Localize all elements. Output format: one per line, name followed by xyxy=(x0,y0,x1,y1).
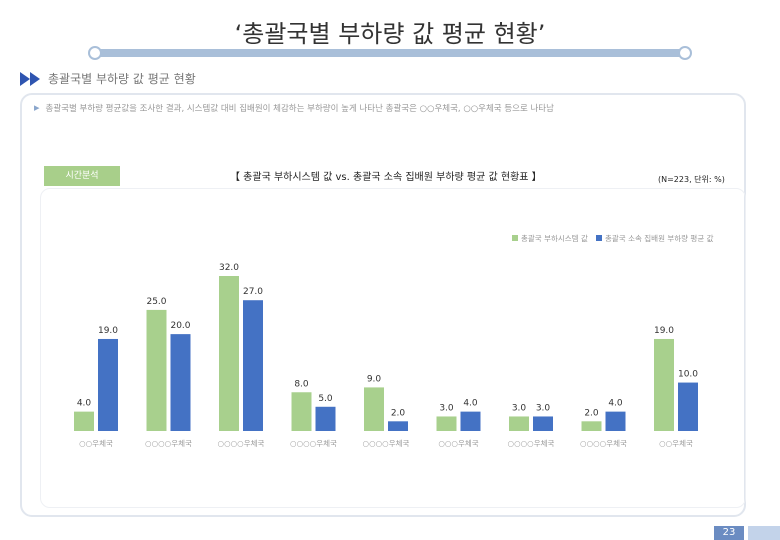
category-label: ○○우체국 xyxy=(79,438,113,448)
bar-carrier xyxy=(243,300,263,431)
bar-system xyxy=(219,276,239,431)
data-label: 2.0 xyxy=(584,408,599,418)
title-underline xyxy=(88,46,692,60)
bar-carrier xyxy=(460,411,481,431)
bar-system xyxy=(436,416,457,431)
data-label: 25.0 xyxy=(146,297,166,307)
data-label: 4.0 xyxy=(463,399,478,409)
data-label: 8.0 xyxy=(294,379,309,389)
analysis-badge: 시간분석 xyxy=(44,166,120,186)
summary-note: ▸ 총괄국별 부하량 평균값을 조사한 결과, 시스템값 대비 집배원이 체감하는… xyxy=(34,101,734,116)
bar-carrier xyxy=(605,411,626,431)
bar-carrier xyxy=(315,406,336,431)
slide-title: ‘총괄국별 부하량 값 평균 현황’ xyxy=(234,20,546,48)
category-label: ○○○○우체국 xyxy=(145,438,192,448)
bar-carrier xyxy=(533,416,553,431)
note-marker-icon: ▸ xyxy=(34,101,40,114)
data-label: 4.0 xyxy=(608,399,623,409)
data-label: 27.0 xyxy=(243,287,263,297)
legend-swatch xyxy=(596,235,602,241)
data-label: 9.0 xyxy=(367,374,382,384)
section-heading: 총괄국별 부하량 값 평균 현황 xyxy=(20,70,196,87)
section-label: 총괄국별 부하량 값 평균 현황 xyxy=(48,72,196,86)
data-label: 20.0 xyxy=(170,321,190,331)
bar-system xyxy=(364,387,384,431)
category-label: ○○○○우체국 xyxy=(580,438,627,448)
double-chevron-icon xyxy=(20,71,42,86)
bar-system xyxy=(509,416,529,431)
data-label: 2.0 xyxy=(391,408,406,418)
bar-carrier xyxy=(170,334,191,431)
data-label: 4.0 xyxy=(77,399,92,409)
page-number: 23 xyxy=(722,527,736,538)
category-label: ○○○○우체국 xyxy=(363,438,410,448)
category-label: ○○○○우체국 xyxy=(508,438,555,448)
data-label: 3.0 xyxy=(439,403,454,413)
data-label: 5.0 xyxy=(318,394,333,404)
footer-block-light xyxy=(748,526,780,540)
footer-block xyxy=(714,526,744,540)
bar-carrier xyxy=(678,382,698,431)
legend-swatch xyxy=(512,235,518,241)
chart-title: 【 총괄국 부하시스템 값 vs. 총괄국 소속 집배원 부하량 평균 값 현황… xyxy=(230,172,542,183)
bar-carrier xyxy=(98,338,118,431)
category-label: ○○○○우체국 xyxy=(290,438,337,448)
bar-system xyxy=(654,338,674,431)
sample-size-label: (N=223, 단위: %) xyxy=(658,175,725,184)
data-label: 3.0 xyxy=(536,403,551,413)
category-label: ○○○우체국 xyxy=(438,438,478,448)
data-label: 19.0 xyxy=(654,326,674,336)
data-label: 10.0 xyxy=(678,370,698,380)
category-label: ○○우체국 xyxy=(659,438,693,448)
bar-system xyxy=(291,392,312,431)
content-panel xyxy=(20,93,746,517)
bar-system xyxy=(146,309,167,431)
legend-label: 총괄국 소속 집배원 부하량 평균 값 xyxy=(605,233,714,243)
category-label: ○○○○우체국 xyxy=(218,438,265,448)
bar-carrier xyxy=(388,421,408,431)
data-label: 19.0 xyxy=(98,326,118,336)
chart-frame xyxy=(40,188,746,508)
bar-system xyxy=(74,411,94,431)
summary-note-text: 총괄국별 부하량 평균값을 조사한 결과, 시스템값 대비 집배원이 체감하는 … xyxy=(45,104,554,114)
legend-label: 총괄국 부하시스템 값 xyxy=(521,233,588,243)
data-label: 32.0 xyxy=(219,263,239,273)
data-label: 3.0 xyxy=(512,403,527,413)
bar-system xyxy=(581,421,602,431)
